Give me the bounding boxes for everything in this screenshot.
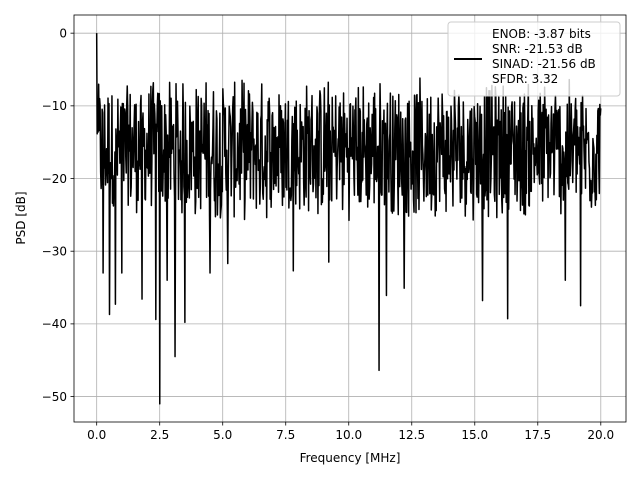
psd-series-line <box>95 33 602 405</box>
legend-label: ENOB: -3.87 bits SNR: -21.53 dB SINAD: -21… <box>492 27 596 86</box>
y-tick-label: −10 <box>42 99 67 113</box>
y-tick-label: 0 <box>59 26 67 40</box>
y-axis-label: PSD [dB] <box>14 191 28 244</box>
legend: ENOB: -3.87 bits SNR: -21.53 dB SINAD: -21… <box>447 21 621 97</box>
x-axis-ticks: 0.0 2.5 5.0 7.5 10.0 12.5 15.0 17.5 20.0 <box>87 422 614 442</box>
x-tick-label: 2.5 <box>150 428 169 442</box>
legend-label-line: SFDR: 3.32 <box>492 72 558 86</box>
x-tick-label: 0.0 <box>87 428 106 442</box>
legend-label-line: SINAD: -21.56 dB <box>492 57 596 71</box>
x-tick-label: 12.5 <box>398 428 425 442</box>
y-tick-label: −40 <box>42 317 67 331</box>
axes-frame <box>73 14 627 423</box>
x-tick-label: 5.0 <box>213 428 232 442</box>
x-tick-label: 17.5 <box>524 428 551 442</box>
x-tick-label: 10.0 <box>335 428 362 442</box>
x-tick-label: 7.5 <box>276 428 295 442</box>
x-tick-label: 20.0 <box>587 428 614 442</box>
x-axis-label: Frequency [MHz] <box>300 451 401 465</box>
y-tick-label: −20 <box>42 172 67 186</box>
y-tick-label: −30 <box>42 245 67 259</box>
legend-box <box>447 21 621 97</box>
legend-label-line: SNR: -21.53 dB <box>492 42 583 56</box>
series-layer <box>95 33 602 405</box>
x-tick-label: 15.0 <box>461 428 488 442</box>
legend-label-line: ENOB: -3.87 bits <box>492 27 591 41</box>
y-axis-ticks: 0 −10 −20 −30 −40 −50 <box>42 26 74 404</box>
y-tick-label: −50 <box>42 390 67 404</box>
